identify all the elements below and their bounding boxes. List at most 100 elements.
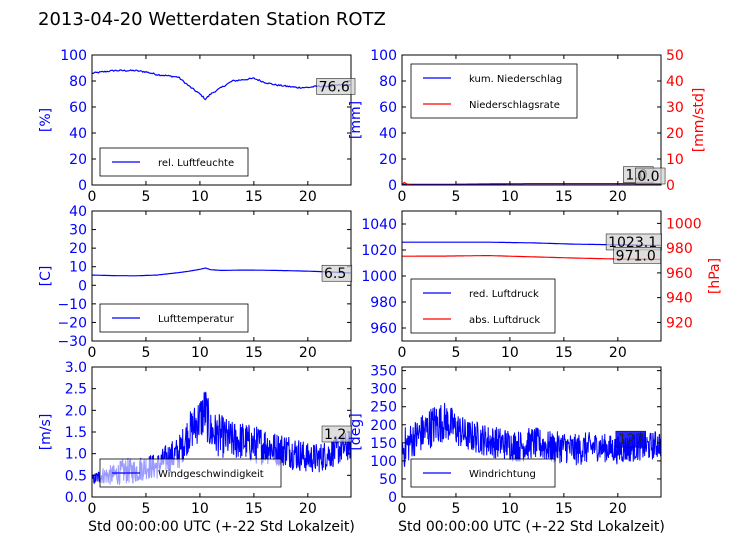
- y-tick-label: 1020: [361, 243, 397, 259]
- series-line-2-1: [402, 184, 661, 185]
- legend-entry: kum. Niederschlag: [469, 74, 562, 85]
- y-tick-label: 1.0: [65, 447, 87, 463]
- y2-tick-label: 40: [666, 74, 684, 90]
- y-tick-label: 0: [388, 490, 397, 506]
- y-tick-label: 50: [379, 472, 397, 488]
- value-annotation: 0.0: [637, 169, 659, 185]
- y-tick-label: 1.5: [65, 425, 87, 441]
- chart-panel-4: 0 5 10 15 20 960 980 1000 1020 1040 920 940 960 980 10…: [361, 211, 723, 361]
- x-tick-label: 20: [609, 345, 627, 361]
- x-tick-label: 5: [141, 189, 150, 205]
- y-tick-label: −20: [57, 315, 87, 331]
- y2-tick-label: 940: [666, 291, 693, 307]
- x-tick-label: 0: [88, 345, 97, 361]
- y-tick-label: 150: [370, 436, 397, 452]
- y-tick-label: −10: [57, 297, 87, 313]
- legend-entry: rel. Luftfeuchte: [158, 158, 234, 169]
- y-tick-label: 10: [69, 260, 87, 276]
- x-tick-label: 20: [299, 501, 317, 517]
- legend-entry: Niederschlagsrate: [469, 100, 560, 111]
- series-line-3-1: [92, 268, 351, 276]
- y-tick-label: 1040: [361, 217, 397, 233]
- y2-tick-label: 30: [666, 100, 684, 116]
- x-tick-label: 0: [88, 189, 97, 205]
- y-axis-label: [deg]: [348, 413, 364, 450]
- y-tick-label: 40: [379, 126, 397, 142]
- legend-entry: red. Luftdruck: [469, 289, 539, 300]
- y-tick-label: 3.0: [65, 360, 87, 376]
- x-tick-label: 5: [451, 189, 460, 205]
- y-tick-label: 100: [370, 48, 397, 64]
- y-tick-label: 0.5: [65, 468, 87, 484]
- y-tick-label: 0.0: [65, 490, 87, 506]
- x-tick-label: 10: [191, 345, 209, 361]
- y2-tick-label: 1000: [666, 216, 702, 232]
- y-axis-label: [mm]: [348, 101, 364, 139]
- x-tick-label: 20: [609, 189, 627, 205]
- y-tick-label: 0: [78, 178, 87, 194]
- x-tick-label: 15: [555, 189, 573, 205]
- y-tick-label: 350: [370, 364, 397, 380]
- y-tick-label: 2.5: [65, 382, 87, 398]
- x-tick-label: 10: [501, 345, 519, 361]
- y-tick-label: 20: [69, 241, 87, 257]
- y-tick-label: 1000: [361, 269, 397, 285]
- y2-tick-label: 980: [666, 241, 693, 257]
- y-tick-label: 40: [69, 204, 87, 220]
- y-tick-label: 40: [69, 126, 87, 142]
- x-tick-label: 0: [398, 345, 407, 361]
- y-axis-label: [C]: [38, 266, 54, 287]
- x-tick-label: 20: [299, 189, 317, 205]
- x-tick-label: 10: [191, 501, 209, 517]
- y-tick-label: 250: [370, 400, 397, 416]
- chart-panel-3: 0 5 10 15 20 −30 −20 −10 0 10 20 30 40 [C] Lufttempera…: [38, 204, 352, 361]
- chart-panel-2: 0 5 10 15 20 0 20 40 60 80 100 0 10 20 30 40 50 [mm] [mm/s…: [348, 48, 707, 205]
- y-axis-label: [m/s]: [38, 414, 54, 451]
- value-annotation: 971.0: [616, 248, 656, 264]
- x-tick-label: 0: [88, 501, 97, 517]
- y-tick-label: 30: [69, 223, 87, 239]
- y-tick-label: 960: [370, 321, 397, 337]
- legend-entry: Windrichtung: [469, 469, 536, 480]
- x-tick-label: 5: [451, 501, 460, 517]
- y2-tick-label: 960: [666, 266, 693, 282]
- value-annotation: 6.5: [324, 266, 346, 282]
- x-tick-label: 5: [141, 501, 150, 517]
- y2-axis-label: [hPa]: [707, 258, 723, 294]
- y2-tick-label: 20: [666, 126, 684, 142]
- x-tick-label: 15: [245, 189, 263, 205]
- y2-tick-label: 50: [666, 48, 684, 64]
- y-tick-label: −30: [57, 334, 87, 350]
- y-tick-label: 300: [370, 382, 397, 398]
- value-annotation: 127: [618, 432, 645, 448]
- x-axis-label: Std 00:00:00 UTC (+-22 Std Lokalzeit): [398, 519, 665, 535]
- y-tick-label: 0: [388, 178, 397, 194]
- y-tick-label: 200: [370, 418, 397, 434]
- value-annotation: 1.2: [324, 427, 346, 443]
- x-axis-label: Std 00:00:00 UTC (+-22 Std Lokalzeit): [88, 519, 355, 535]
- legend-entry: Windgeschwindigkeit: [158, 469, 264, 480]
- x-tick-label: 15: [555, 501, 573, 517]
- x-tick-label: 5: [141, 345, 150, 361]
- y-tick-label: 80: [69, 74, 87, 90]
- x-tick-label: 20: [299, 345, 317, 361]
- x-tick-label: 15: [555, 345, 573, 361]
- legend-entry: Lufttemperatur: [158, 314, 235, 325]
- y2-tick-label: 10: [666, 152, 684, 168]
- x-tick-label: 5: [451, 345, 460, 361]
- y2-tick-label: 0: [666, 178, 675, 194]
- y-tick-label: 980: [370, 295, 397, 311]
- chart-panel-6: 0 5 10 15 20050100150200250300350[deg]Std 00…: [348, 364, 665, 535]
- y2-axis-label: [mm/std]: [691, 88, 707, 153]
- y-tick-label: 100: [370, 454, 397, 470]
- y2-tick-label: 920: [666, 315, 693, 331]
- y-tick-label: 2.0: [65, 403, 87, 419]
- chart-panel-1: 0 5 10 15 20020406080100[%]rel. Luftfeuchte7…: [38, 48, 355, 205]
- y-tick-label: 80: [379, 74, 397, 90]
- x-tick-label: 0: [398, 189, 407, 205]
- y-tick-label: 20: [69, 152, 87, 168]
- x-tick-label: 20: [609, 501, 627, 517]
- y-tick-label: 20: [379, 152, 397, 168]
- y-tick-label: 60: [379, 100, 397, 116]
